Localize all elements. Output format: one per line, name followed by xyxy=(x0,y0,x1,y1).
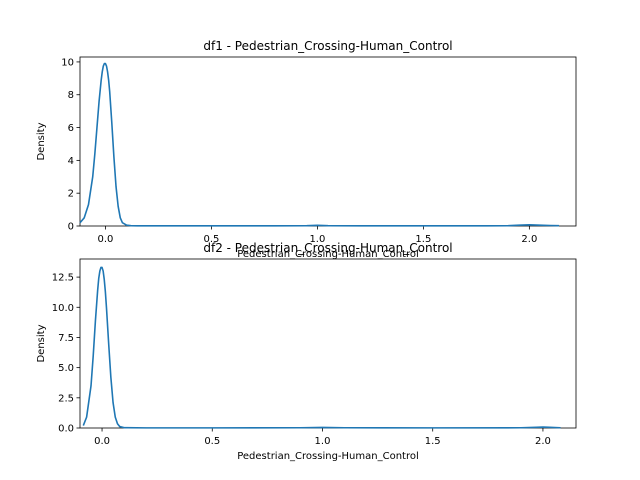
chart-2-x-tick-label: 0.5 xyxy=(204,436,220,447)
chart-2-y-tick-label: 0.0 xyxy=(58,424,74,435)
chart-2-title: df2 - Pedestrian_Crossing-Human_Control xyxy=(203,241,452,255)
chart-1-x-tick-label: 0.0 xyxy=(97,234,113,245)
chart-2-y-tick-label: 7.5 xyxy=(58,333,74,344)
chart-2-y-tick-label: 2.5 xyxy=(58,393,74,404)
chart-1-x-tick-label: 0.5 xyxy=(203,234,219,245)
chart-2-density-line xyxy=(82,266,561,429)
chart-1-y-tick-label: 6 xyxy=(68,123,74,134)
chart-2-x-tick-label: 1.0 xyxy=(315,436,331,447)
chart-1-x-axis-label: Pedestrian_Crossing-Human_Control xyxy=(237,249,419,260)
chart-panel-2: 0.0 0.5 1.0 1.5 2.0 0.0 2.5 5.0 7.5 10.0 12.5 Pedes… xyxy=(36,241,577,462)
chart-2-y-tick-label: 5.0 xyxy=(58,363,74,374)
chart-2-x-tick-label: 2.0 xyxy=(535,436,551,447)
chart-1-y-tick-label: 4 xyxy=(68,156,74,167)
chart-2-y-axis-label: Density xyxy=(36,324,47,362)
chart-1-title: df1 - Pedestrian_Crossing-Human_Control xyxy=(203,39,452,53)
chart-2-x-axis-label: Pedestrian_Crossing-Human_Control xyxy=(237,451,419,462)
chart-1-y-tick-label: 10 xyxy=(61,57,74,68)
chart-1-density-line xyxy=(79,62,560,227)
chart-panel-1: 0.0 0.5 1.0 1.5 2.0 0 2 4 6 8 10 Pedestrian_Crossin… xyxy=(36,39,577,260)
chart-1-y-tick-label: 2 xyxy=(68,189,74,200)
chart-2-y-tick-label: 10.0 xyxy=(52,303,74,314)
chart-1-x-tick-label: 1.0 xyxy=(309,234,325,245)
chart-2-x-tick-label: 0.0 xyxy=(94,436,110,447)
chart-2-x-tick-label: 1.5 xyxy=(425,436,441,447)
chart-1-y-axis-label: Density xyxy=(36,122,47,160)
chart-1-y-tick-label: 8 xyxy=(68,90,74,101)
chart-1-y-tick-label: 0 xyxy=(68,222,74,233)
chart-2-y-tick-label: 12.5 xyxy=(52,273,74,284)
chart-1-x-tick-label: 2.0 xyxy=(521,234,537,245)
chart-1-x-tick-label: 1.5 xyxy=(415,234,431,245)
